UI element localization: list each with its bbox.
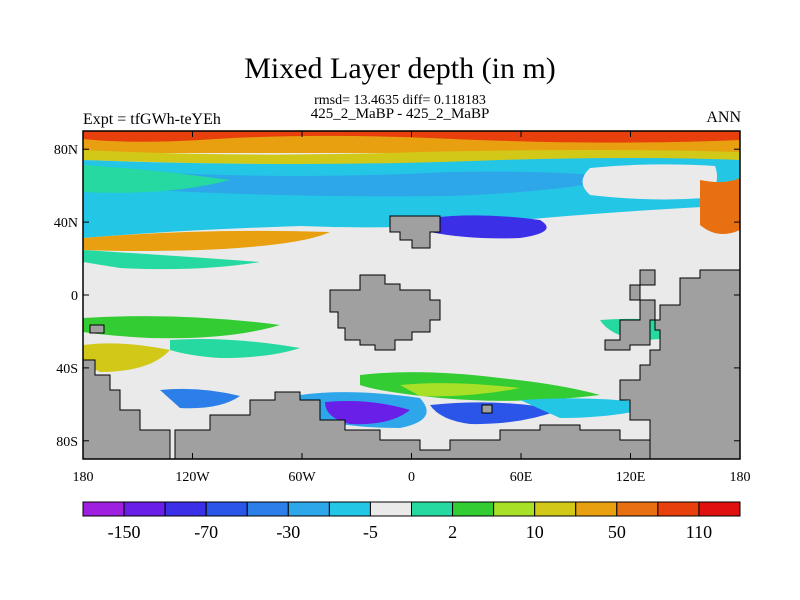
colorbar-label: -30	[276, 522, 300, 542]
colorbar-label: -150	[108, 522, 141, 542]
colorbar-swatch	[82, 501, 125, 517]
field-atlantic-blue	[430, 215, 547, 239]
land-islands	[639, 269, 656, 286]
lon-tick-label: 180	[73, 470, 94, 485]
lat-tick-label: 0	[71, 289, 78, 304]
field-south-yellowgreen	[400, 383, 520, 397]
field-south-cyan	[520, 398, 660, 418]
colorbar-swatch	[493, 501, 536, 517]
field-north-green-west	[83, 165, 230, 193]
field-south-green-mid	[170, 339, 300, 358]
lat-tick-label: 80S	[56, 435, 78, 450]
map-field	[83, 131, 740, 459]
land-masses	[83, 215, 740, 459]
colorbar-swatch	[123, 501, 166, 517]
field-north-blue	[150, 171, 620, 197]
field-south-yellow	[83, 343, 170, 372]
field-east-orange	[700, 178, 740, 234]
colorbar-swatch	[698, 501, 741, 517]
colorbar-label: 110	[686, 522, 712, 542]
colorbar-swatch	[369, 501, 412, 517]
season-label: ANN	[706, 109, 741, 126]
lon-tick-label: 60W	[288, 470, 316, 485]
experiment-label: Expt = tfGWh-teYEh	[83, 111, 221, 128]
field-south-green	[83, 316, 280, 339]
field-north-green-lower	[83, 250, 260, 270]
colorbar-swatch	[205, 501, 248, 517]
colorbar-swatch	[411, 501, 454, 517]
lat-tick-label: 80N	[54, 143, 78, 158]
field-south-blue	[430, 402, 560, 425]
land-antarctica	[174, 391, 651, 459]
colorbar-swatch	[575, 501, 618, 517]
colorbar-labels: -150 -70 -30 -5 2 10 50 110	[108, 522, 713, 542]
lon-axis: 180 120W 60W 0 60E 120E 180	[73, 131, 751, 485]
field-south-pacific-blue	[160, 388, 240, 409]
land-asia-australia	[604, 269, 740, 459]
colorbar	[82, 501, 741, 517]
colorbar-label: -70	[194, 522, 218, 542]
field-north-pacific-light	[582, 164, 718, 200]
colorbar-swatch	[452, 501, 495, 517]
colorbar-swatch	[164, 501, 207, 517]
lon-tick-label: 120E	[616, 470, 646, 485]
lon-tick-label: 0	[408, 470, 415, 485]
colorbar-swatch	[287, 501, 330, 517]
colorbar-label: 10	[526, 522, 544, 542]
colorbar-swatch	[534, 501, 577, 517]
land-europe	[389, 215, 441, 249]
lon-tick-label: 120W	[175, 470, 210, 485]
field-north-orange	[83, 230, 330, 251]
colorbar-label: 2	[448, 522, 457, 542]
lat-tick-label: 40N	[54, 216, 78, 231]
lon-tick-label: 60E	[510, 470, 533, 485]
colorbar-swatch	[246, 501, 289, 517]
cases-line: 425_2_MaBP - 425_2_MaBP	[310, 106, 490, 122]
colorbar-label: -5	[363, 522, 378, 542]
land-small-island-2	[481, 404, 493, 414]
land-small-island	[89, 324, 105, 334]
plot-title: Mixed Layer depth (in m)	[244, 52, 556, 85]
stats-line: rmsd= 13.4635 diff= 0.118183	[314, 93, 486, 108]
colorbar-swatch	[657, 501, 700, 517]
lon-tick-label: 180	[730, 470, 751, 485]
colorbar-swatch	[328, 501, 371, 517]
land-south-west	[83, 359, 171, 459]
lat-axis: 80N 40N 0 40S 80S	[54, 143, 740, 450]
lat-tick-label: 40S	[56, 362, 78, 377]
colorbar-label: 50	[608, 522, 626, 542]
field-weddell-purple	[325, 401, 410, 425]
colorbar-swatch	[616, 501, 659, 517]
land-africa	[329, 274, 441, 351]
